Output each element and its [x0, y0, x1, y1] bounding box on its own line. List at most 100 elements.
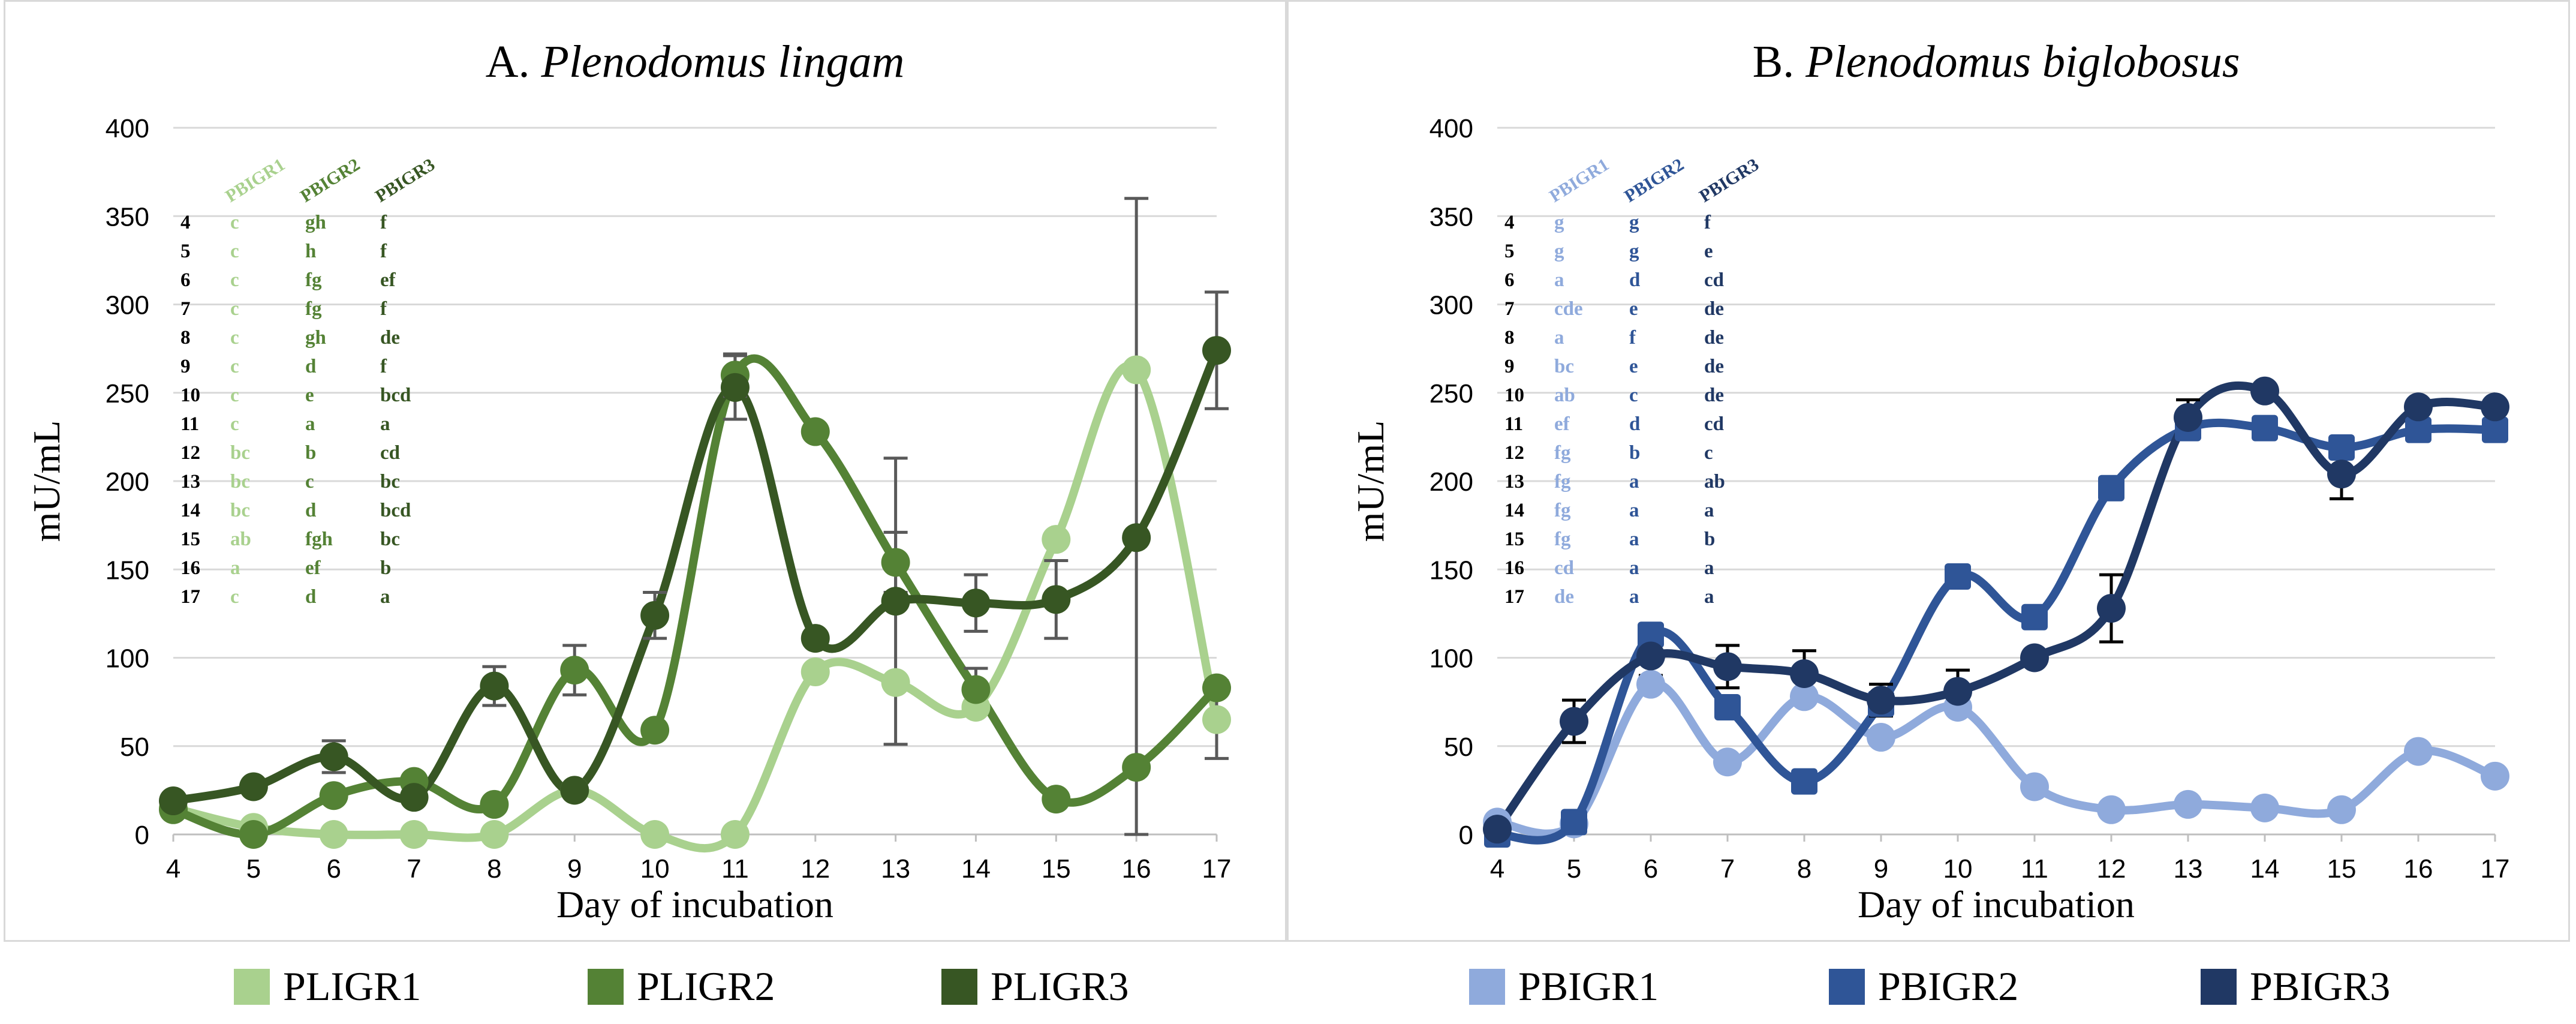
data-point-pbigr2 — [2328, 434, 2355, 461]
x-tick-label: 14 — [2250, 854, 2280, 884]
data-point-pligr2 — [881, 548, 910, 577]
data-point-pligr2 — [480, 789, 509, 819]
significance-value: c — [1704, 442, 1713, 464]
significance-value: e — [1629, 298, 1638, 320]
data-point-pligr2 — [640, 716, 670, 745]
significance-day: 13 — [1504, 471, 1524, 493]
significance-value: bc — [380, 471, 400, 493]
data-point-pbigr2 — [2021, 603, 2048, 630]
x-tick-label: 11 — [721, 854, 749, 884]
significance-value: c — [1629, 385, 1638, 406]
data-point-pligr1 — [399, 820, 429, 849]
y-tick-label: 50 — [1444, 732, 1473, 762]
chart-b-svg: B. Plenodomus biglobosus 0 50 100 150 200 250 3… — [1349, 37, 2509, 926]
significance-value: cd — [1704, 269, 1724, 291]
significance-value: fg — [1554, 500, 1571, 521]
x-tick-label: 16 — [2404, 854, 2433, 884]
significance-day: 14 — [180, 500, 200, 521]
significance-day: 7 — [180, 298, 191, 320]
significance-day: 6 — [180, 269, 191, 291]
y-tick-label: 350 — [1430, 202, 1473, 232]
significance-header: PBIGR3 — [1696, 155, 1762, 206]
chart-title-prefix: B. — [1753, 37, 1806, 87]
y-tick-label: 150 — [1430, 555, 1473, 585]
data-point-pligr2 — [1042, 785, 1071, 814]
data-point-pbigr1 — [2174, 789, 2202, 819]
significance-value: a — [1629, 586, 1639, 608]
significance-day: 16 — [1504, 557, 1524, 579]
data-point-pligr3 — [1042, 585, 1071, 614]
significance-value: bc — [230, 471, 250, 493]
data-point-pbigr1 — [1790, 682, 1819, 711]
significance-value: bc — [230, 500, 250, 521]
y-tick-label: 0 — [1459, 821, 1473, 850]
significance-header: PBIGR2 — [1621, 155, 1687, 206]
significance-value: c — [230, 269, 239, 291]
significance-value: ab — [1554, 385, 1575, 406]
legend-item-pligr2: PLIGR2 — [588, 963, 775, 1010]
y-tick-label: 400 — [106, 114, 149, 143]
significance-day: 8 — [180, 327, 191, 349]
data-point-pligr3 — [159, 786, 188, 816]
x-tick-label: 9 — [1874, 854, 1888, 884]
significance-value: bc — [380, 528, 400, 550]
data-point-pbigr1 — [2327, 795, 2356, 824]
significance-value: g — [1629, 212, 1639, 233]
significance-value: c — [230, 586, 239, 608]
significance-value: c — [230, 385, 239, 406]
data-point-pbigr1 — [2481, 761, 2509, 791]
data-point-pbigr1 — [2097, 795, 2126, 824]
significance-value: a — [1629, 500, 1639, 521]
significance-value: b — [1629, 442, 1640, 464]
significance-value: f — [380, 241, 387, 262]
significance-header: PBIGR1 — [1546, 155, 1612, 206]
data-point-pbigr2 — [1945, 563, 1971, 590]
x-tick-label: 4 — [1490, 854, 1504, 884]
significance-day: 17 — [180, 586, 200, 608]
significance-value: fgh — [305, 528, 333, 550]
significance-day: 5 — [1504, 241, 1515, 262]
significance-value: a — [1554, 327, 1564, 349]
data-point-pligr1 — [480, 820, 509, 849]
x-tick-label: 15 — [1042, 854, 1071, 884]
data-point-pbigr1 — [2020, 772, 2049, 801]
data-point-pligr3 — [720, 373, 750, 402]
significance-value: bcd — [380, 385, 411, 406]
data-point-pbigr3 — [2097, 594, 2126, 623]
legend-label: PBIGR2 — [1878, 963, 2019, 1009]
data-point-pligr3 — [1122, 523, 1151, 552]
chart-title-prefix: A. — [486, 37, 541, 87]
legend-item-pligr3: PLIGR3 — [941, 963, 1128, 1010]
significance-value: c — [230, 413, 239, 435]
y-axis-label: mU/mL — [1349, 421, 1392, 542]
data-point-pbigr3 — [2404, 392, 2433, 422]
significance-day: 11 — [1504, 413, 1523, 435]
significance-value: d — [305, 500, 316, 521]
data-point-pbigr3 — [1790, 659, 1819, 689]
significance-value: cde — [1554, 298, 1583, 320]
data-point-pligr1 — [1122, 355, 1151, 385]
y-tick-label: 200 — [1430, 467, 1473, 497]
data-point-pligr3 — [319, 742, 348, 771]
data-point-pligr1 — [720, 820, 750, 849]
x-tick-label: 5 — [1567, 854, 1581, 884]
x-axis-label: Day of incubation — [556, 883, 833, 926]
significance-value: fg — [1554, 528, 1571, 550]
significance-value: gh — [305, 327, 326, 349]
data-point-pligr3 — [239, 772, 268, 801]
data-point-pbigr3 — [1713, 652, 1742, 681]
y-tick-label: 300 — [106, 291, 149, 320]
data-point-pligr3 — [640, 600, 670, 630]
y-tick-label: 400 — [1430, 114, 1473, 143]
chart-title: B. Plenodomus biglobosus — [1753, 37, 2240, 87]
x-tick-label: 6 — [1644, 854, 1658, 884]
significance-day: 13 — [180, 471, 200, 493]
significance-value: d — [1629, 269, 1640, 291]
data-point-pbigr1 — [1636, 669, 1665, 699]
data-point-pligr1 — [801, 657, 830, 687]
significance-value: c — [230, 356, 239, 377]
legend-swatch — [2201, 968, 2237, 1005]
data-point-pligr3 — [1202, 336, 1231, 365]
x-tick-label: 10 — [1943, 854, 1973, 884]
significance-value: c — [230, 298, 239, 320]
